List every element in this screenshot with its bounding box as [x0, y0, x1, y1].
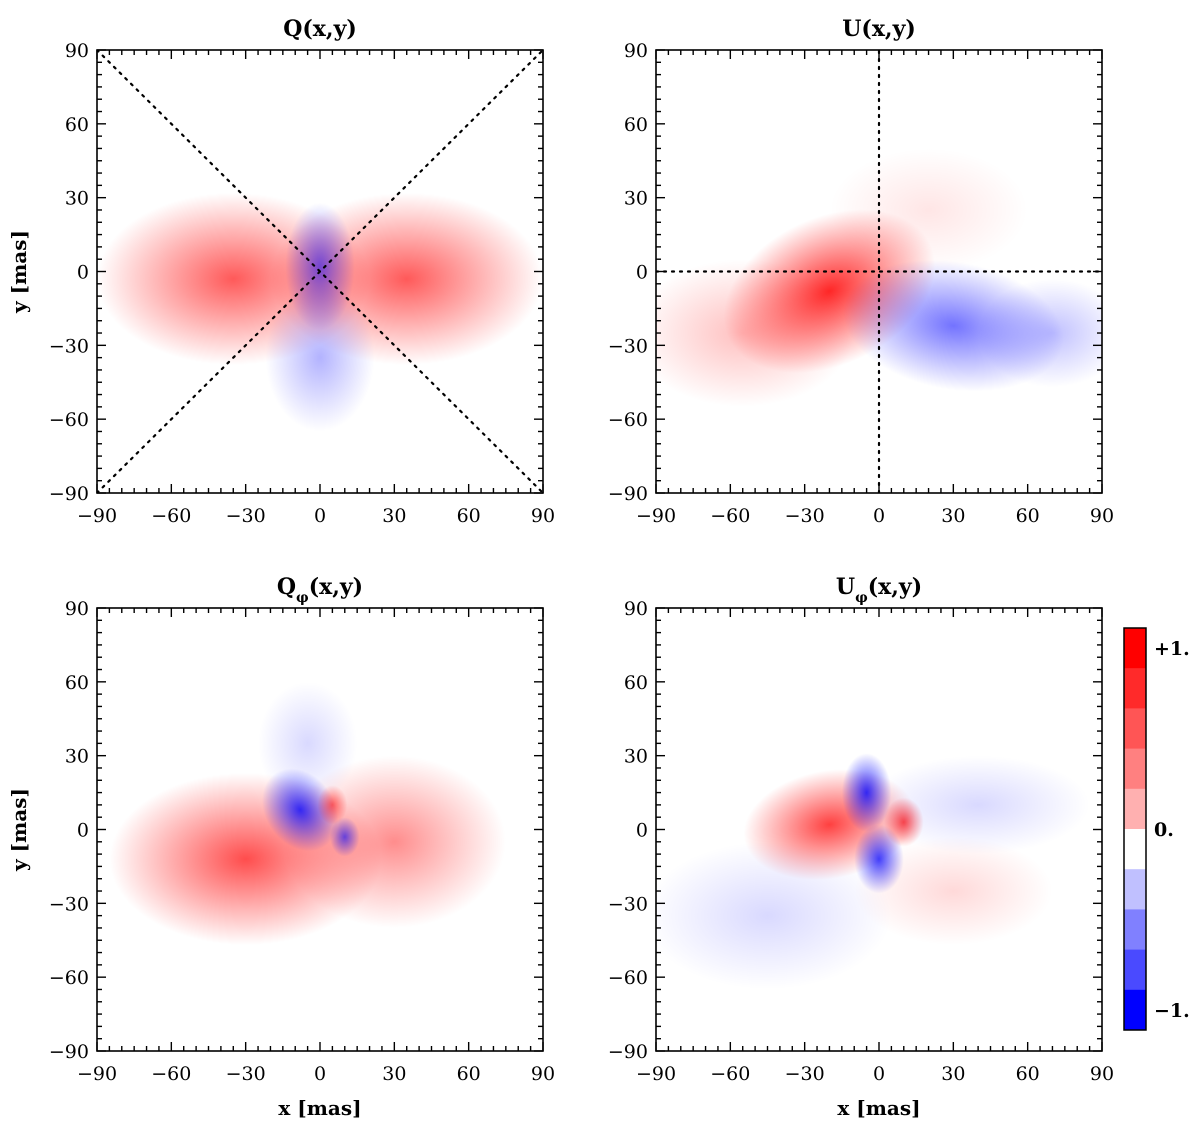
panel-title: U(x,y): [842, 16, 916, 42]
heatmap-Q: [97, 192, 543, 432]
x-tick-label: 90: [1090, 505, 1114, 527]
y-tick-label: 30: [624, 746, 648, 768]
x-tick-label: −60: [710, 1063, 750, 1085]
x-tick-label: −90: [77, 505, 117, 527]
panel-Uphi: −90 −60 −30 0 30 60 90 −90 −60 −30 0 30 60 90 Uφ(x,y) x…: [608, 574, 1114, 1120]
x-axis-label: x [mas]: [837, 1096, 920, 1120]
heatmap-lobe-negative: [866, 755, 1090, 855]
heatmap-lobe-negative: [656, 841, 892, 990]
heatmap-lobe-negative: [329, 817, 360, 857]
x-tick-label: −30: [785, 505, 825, 527]
y-tick-label: 60: [65, 114, 89, 136]
heatmap-lobe-negative: [978, 278, 1102, 388]
x-tick-label: 30: [941, 505, 965, 527]
heatmap-Uphi: [656, 753, 1090, 990]
heatmap-lobe-negative: [265, 283, 375, 432]
x-tick-label: −30: [226, 505, 266, 527]
heatmap-lobe-positive: [656, 259, 855, 407]
heatmap-lobe-negative: [258, 681, 358, 805]
panel-Qphi: −90 −60 −30 0 30 60 90 −90 −60 −30 0 30 60 90 Qφ(x,y) y…: [7, 574, 555, 1120]
y-tick-label: 60: [624, 672, 648, 694]
colorbar-segment: [1124, 989, 1146, 1031]
y-tick-label: 90: [624, 40, 648, 62]
panel-U: −90 −60 −30 0 30 60 90 −90 −60 −30 0 30 60 90 U(x,y): [608, 16, 1114, 527]
colorbar-segment: [1124, 788, 1146, 830]
x-tick-label: 0: [314, 1063, 326, 1085]
heatmap-Qphi: [109, 681, 506, 946]
panels: −90 −60 −30 0 30 60 90 −90 −60 −30 0 30 60 90 Q(x,y) y …: [7, 16, 1114, 1120]
x-tick-label: −90: [636, 1063, 676, 1085]
x-tick-label: 60: [1016, 1063, 1040, 1085]
x-tick-label: 90: [531, 505, 555, 527]
y-tick-label: −30: [49, 335, 89, 357]
colorbar-segment: [1124, 829, 1146, 870]
x-tick-label: −30: [226, 1063, 266, 1085]
x-tick-label: 30: [941, 1063, 965, 1085]
colorbar-label: −1.: [1154, 1000, 1190, 1022]
x-tick-label: 90: [531, 1063, 555, 1085]
x-tick-label: −60: [151, 505, 191, 527]
panel-title: Qφ(x,y): [277, 574, 363, 606]
x-tick-label: −30: [785, 1063, 825, 1085]
y-tick-label: −60: [608, 967, 648, 989]
y-tick-label: 60: [624, 114, 648, 136]
y-tick-label: 30: [65, 746, 89, 768]
colorbar-segment: [1124, 628, 1146, 669]
colorbar-frame: [1123, 627, 1147, 1031]
y-tick-label: −60: [49, 409, 89, 431]
y-tick-label: −30: [49, 893, 89, 915]
y-tick-label: 0: [636, 262, 648, 284]
y-tick-label: −30: [608, 335, 648, 357]
y-tick-label: 60: [65, 672, 89, 694]
y-tick-label: −60: [608, 409, 648, 431]
x-tick-label: 90: [1090, 1063, 1114, 1085]
overlay-dotted-line: [97, 50, 543, 493]
x-tick-label: −90: [77, 1063, 117, 1085]
x-tick-label: 0: [873, 505, 885, 527]
colorbar-label: +1.: [1154, 638, 1190, 660]
y-tick-label: 90: [624, 598, 648, 620]
colorbar: +1. 0. −1.: [1123, 627, 1190, 1031]
x-tick-label: 0: [873, 1063, 885, 1085]
y-tick-label: 90: [65, 598, 89, 620]
panel-title: Uφ(x,y): [836, 574, 922, 606]
y-tick-label: 0: [77, 262, 89, 284]
y-tick-label: 30: [624, 188, 648, 210]
y-axis-label: y [mas]: [7, 230, 31, 314]
colorbar-segment: [1124, 909, 1146, 951]
y-tick-label: −90: [49, 483, 89, 505]
x-tick-label: 30: [382, 1063, 406, 1085]
y-tick-label: 0: [77, 820, 89, 842]
y-axis-label: y [mas]: [7, 788, 31, 872]
heatmap-lobe-positive: [854, 836, 1053, 946]
colorbar-label: 0.: [1154, 819, 1174, 841]
x-tick-label: 60: [457, 1063, 481, 1085]
x-axis-label: x [mas]: [278, 1096, 361, 1120]
panel-Q: −90 −60 −30 0 30 60 90 −90 −60 −30 0 30 60 90 Q(x,y) y …: [7, 16, 555, 527]
x-tick-label: 0: [314, 505, 326, 527]
colorbar-segment: [1124, 748, 1146, 790]
y-tick-label: −90: [608, 483, 648, 505]
colorbar-segment: [1124, 708, 1146, 750]
colorbar-segment: [1124, 668, 1146, 709]
y-tick-label: 90: [65, 40, 89, 62]
x-tick-label: −60: [710, 505, 750, 527]
x-tick-label: −60: [151, 1063, 191, 1085]
x-tick-label: 60: [1016, 505, 1040, 527]
heatmap-lobe-positive: [829, 148, 1028, 272]
y-tick-label: 0: [636, 820, 648, 842]
y-tick-label: −90: [608, 1041, 648, 1063]
y-tick-label: −30: [608, 893, 648, 915]
y-tick-label: −90: [49, 1041, 89, 1063]
heatmap-U: [656, 148, 1102, 407]
y-tick-label: −60: [49, 967, 89, 989]
x-tick-label: 30: [382, 505, 406, 527]
x-tick-label: −90: [636, 505, 676, 527]
colorbar-segment: [1124, 949, 1146, 991]
colorbar-segment: [1124, 869, 1146, 910]
x-tick-label: 60: [457, 505, 481, 527]
panel-title: Q(x,y): [283, 16, 357, 42]
y-tick-label: 30: [65, 188, 89, 210]
